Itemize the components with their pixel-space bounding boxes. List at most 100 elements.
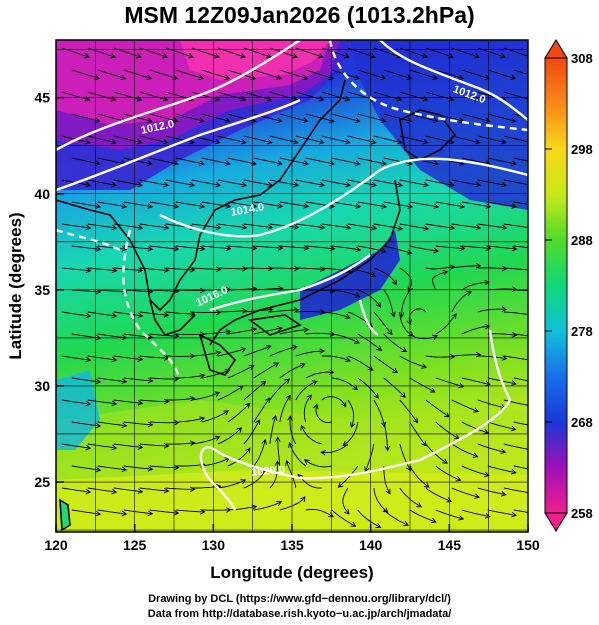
streamline-arrow (198, 117, 205, 124)
streamline (373, 399, 385, 427)
streamline-arrow (189, 267, 196, 273)
streamline (165, 355, 195, 357)
streamline-arrow (214, 139, 221, 145)
streamline (487, 69, 516, 80)
streamline (243, 267, 273, 269)
streamline (227, 403, 251, 423)
streamline-arrow (380, 117, 387, 124)
streamline-arrow (146, 74, 153, 81)
streamline-arrow (406, 117, 413, 124)
streamline (191, 392, 220, 401)
streamline (321, 223, 351, 229)
streamline-arrow (267, 306, 274, 313)
streamline (383, 509, 409, 526)
streamline-arrow (292, 53, 298, 59)
streamline-arrow (95, 246, 102, 252)
streamline (399, 399, 418, 423)
streamline (487, 201, 517, 208)
streamline-arrow (84, 139, 91, 145)
streamline-arrow (293, 265, 300, 272)
streamline (71, 289, 101, 293)
streamline-arrow (442, 458, 448, 464)
streamline (399, 487, 422, 508)
streamline-arrow (345, 224, 352, 231)
streamline-arrow (382, 507, 389, 513)
streamline-arrow (390, 311, 396, 318)
streamline-arrow (392, 367, 399, 374)
streamline (217, 179, 247, 186)
map-title: MSM 12Z09Jan2026 (1013.2hPa) (124, 2, 475, 28)
streamline (461, 113, 490, 122)
streamline-arrow (484, 74, 491, 81)
streamline-arrow (511, 511, 518, 518)
streamline-arrow (448, 53, 454, 59)
streamline-arrow (251, 327, 258, 333)
streamline-arrow (422, 53, 428, 59)
streamline (409, 69, 438, 80)
streamline (227, 201, 257, 208)
streamline (227, 113, 256, 122)
streamline-arrow (510, 74, 517, 81)
streamline-arrow (403, 520, 409, 527)
streamline-arrow (501, 355, 508, 361)
streamline (425, 487, 452, 502)
streamline-arrow (198, 74, 205, 81)
x-tick-label: 150 (516, 537, 540, 553)
streamline-arrow (320, 449, 327, 456)
streamline-arrow (111, 356, 118, 363)
streamline (279, 395, 291, 423)
streamline-arrow (371, 225, 378, 231)
streamline-arrow (510, 469, 517, 475)
streamline-arrow (173, 464, 180, 471)
streamline (383, 289, 395, 317)
streamline-arrow (163, 267, 170, 273)
y-tick-label: 45 (34, 90, 50, 106)
streamline (279, 69, 308, 80)
streamline (321, 91, 350, 101)
streamline-arrow (458, 74, 465, 81)
streamline-arrow (111, 312, 118, 319)
streamline (451, 265, 481, 269)
streamline (87, 443, 117, 449)
streamline (364, 443, 375, 472)
streamline (425, 91, 454, 101)
streamline (383, 333, 407, 352)
streamline (113, 223, 143, 229)
streamline (191, 223, 221, 229)
streamline (409, 465, 430, 488)
streamline-arrow (225, 329, 232, 335)
streamline (123, 377, 153, 382)
streamline (347, 135, 376, 144)
streamline (201, 410, 229, 423)
streamline-arrow (241, 266, 248, 272)
streamline-arrow (214, 53, 220, 59)
streamline (149, 157, 179, 165)
streamline-arrow (199, 245, 206, 252)
streamline (165, 179, 195, 186)
streamline-arrow (137, 444, 144, 450)
streamline-arrow (371, 181, 378, 188)
streamline (97, 421, 127, 427)
streamline-arrow (95, 466, 102, 473)
streamline-arrow (511, 286, 518, 292)
streamline-arrow (432, 74, 439, 81)
streamline-arrow (85, 224, 92, 231)
streamline (217, 385, 244, 401)
streamline-arrow (484, 323, 491, 330)
streamline-arrow (538, 247, 543, 252)
streamline (409, 245, 439, 252)
streamline-arrow (291, 344, 298, 351)
streamline (461, 509, 490, 518)
streamline-arrow (466, 290, 473, 296)
streamline (451, 354, 481, 357)
streamline-arrow (162, 53, 168, 59)
streamline-arrow (433, 203, 440, 209)
streamline-arrow (95, 203, 102, 209)
streamline (87, 399, 117, 405)
streamline (87, 311, 117, 317)
streamline-arrow (485, 203, 492, 209)
streamline-arrow (538, 512, 543, 517)
streamline-arrow (240, 347, 247, 353)
streamline (227, 448, 251, 467)
streamline (399, 311, 414, 337)
